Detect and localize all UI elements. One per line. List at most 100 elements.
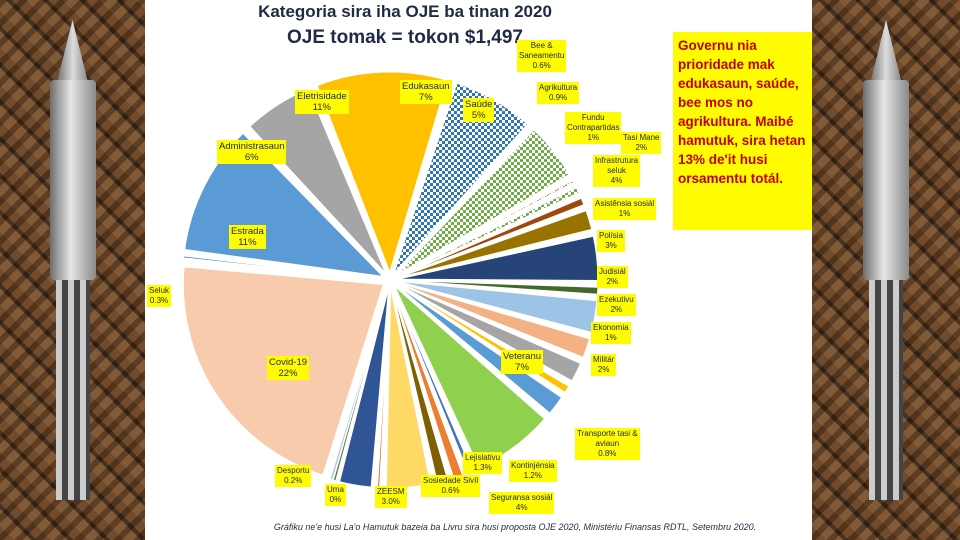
slice-label-name: Sosiedade Sivíl — [423, 476, 479, 485]
pie-slice-26 — [249, 88, 387, 274]
slice-label-9: Polísia 3% — [597, 230, 626, 252]
slice-label-11: Ezekutivu 2% — [597, 294, 636, 316]
slice-label-1: Edukasaun 7% — [400, 80, 452, 104]
slice-label-name: Ekonomia — [593, 323, 629, 332]
slice-label-21: Uma 0% — [325, 484, 346, 506]
slice-label-name: Bee & Saneamentu — [519, 41, 565, 60]
slice-label-value: 5% — [471, 110, 486, 121]
pie-slice-22 — [329, 287, 389, 481]
slice-label-value: 7% — [418, 92, 433, 103]
slice-label-value: 7% — [515, 362, 529, 373]
slice-label-name: Tasi Mane — [623, 133, 660, 142]
slice-label-value: 4% — [610, 176, 623, 185]
slice-label-12: Ekonomia 1% — [591, 322, 631, 344]
carved-pillar-left — [49, 20, 96, 520]
slice-label-name: Asistênsia sosiál — [595, 199, 655, 208]
pie-slice-0 — [316, 71, 448, 274]
pie-slice-4 — [396, 186, 580, 277]
slice-label-value: 0.3% — [149, 296, 169, 305]
slice-label-2: Saúde 5% — [463, 98, 495, 122]
slice-label-name: Ezekutivu — [599, 295, 634, 304]
slice-label-name: Veteranu — [503, 351, 542, 362]
slice-label-name: Uma — [327, 485, 344, 494]
slice-label-19: Sosiedade Sivíl 0.6% — [421, 475, 481, 497]
slice-label-value: 0.6% — [441, 486, 460, 495]
pie-slice-3 — [396, 179, 575, 277]
slice-label-value: 3% — [605, 241, 617, 250]
slice-label-name: Judisiál — [599, 267, 626, 276]
pie-chart — [182, 71, 599, 489]
slice-label-value: 1.2% — [523, 471, 542, 480]
slice-label-name: Infrastrutura seluk — [595, 156, 639, 175]
slice-label-name: Lejislativu — [465, 453, 501, 462]
slice-label-4: Agrikultura 0.9% — [537, 82, 580, 104]
pie-slice-10 — [397, 282, 591, 358]
slice-label-value: 6% — [244, 152, 259, 163]
slice-label-23: Covid-19 22% — [267, 356, 310, 380]
slice-label-26: Administrasaun 6% — [217, 140, 287, 164]
slice-label-value: 2% — [606, 277, 619, 286]
slice-label-value: 2% — [610, 305, 623, 314]
pie-slice-13 — [396, 284, 563, 414]
slice-label-name: Administrasaun — [219, 141, 285, 152]
slice-label-value: 3.0% — [381, 497, 400, 506]
slice-label-name: Fundu Contrapartidas — [567, 113, 620, 132]
decorative-left-panel — [0, 0, 145, 540]
slice-label-name: Saúde — [465, 99, 493, 110]
pie-slice-24 — [182, 255, 383, 280]
carved-pillar-right — [863, 20, 909, 520]
slice-label-value: 0.8% — [598, 449, 617, 458]
slice-label-name: Seluk — [149, 286, 170, 295]
slice-label-name: ZEESM — [377, 487, 405, 496]
slice-label-name: Seguransa sosiál — [491, 493, 553, 502]
chart-subtitle: OJE tomak = tokon $1,497 — [286, 27, 523, 48]
priority-note: Governu nia prioridade mak edukasaun, sa… — [673, 32, 812, 230]
pie-slice-20 — [338, 287, 390, 488]
slice-label-name: Agrikultura — [539, 83, 578, 92]
source-caption: Gráfiku ne'e husi La'o Hamutuk bazeia ba… — [273, 522, 757, 532]
decorative-right-panel — [812, 0, 960, 540]
slice-label-value: 11% — [312, 102, 331, 113]
slice-label-15: Transporte tasi & aviaun 0.8% — [575, 428, 640, 460]
slice-label-name: Edukasaun — [402, 81, 450, 92]
pie-slice-2 — [395, 129, 570, 276]
slice-label-7: Infrastrutura seluk 4% — [593, 155, 641, 187]
slice-label-6: Tasi Mane 2% — [621, 132, 662, 154]
slice-label-3: Bee & Saneamentu 0.6% — [517, 40, 567, 72]
slice-label-18: Seguransa sosiál 4% — [489, 492, 555, 514]
slice-label-value: 11% — [238, 237, 257, 248]
pie-slice-6 — [397, 210, 593, 279]
slice-label-value: 1% — [587, 133, 600, 142]
slice-label-name: Eletrisidade — [297, 91, 347, 102]
slice-label-16: Kontinjénsia 1.2% — [509, 460, 557, 482]
slice-label-value: 0% — [329, 495, 342, 504]
slice-label-name: Militár — [593, 355, 615, 364]
slice-label-0: Eletrisidade 11% — [295, 90, 349, 114]
slice-label-value: 22% — [278, 368, 298, 379]
slice-label-name: Desportu — [277, 466, 310, 475]
slice-label-name: Covid-19 — [269, 357, 308, 368]
slice-label-name: Polísia — [599, 231, 624, 240]
slice-label-value: 2% — [597, 365, 610, 374]
slice-label-value: 0.6% — [532, 61, 551, 70]
slice-label-20: ZEESM 3.0% — [375, 486, 407, 508]
slice-label-name: Transporte tasi & aviaun — [577, 429, 638, 448]
slice-label-5: Fundu Contrapartidas 1% — [565, 112, 622, 144]
slice-label-22: Desportu 0.2% — [275, 465, 312, 487]
slice-label-name: Kontinjénsia — [511, 461, 555, 470]
slice-label-value: 1.3% — [473, 463, 492, 472]
chart-title: Kategoria sira iha OJE ba tinan 2020 — [258, 2, 552, 21]
pie-slice-5 — [397, 197, 585, 278]
slice-label-8: Asistênsia sosiál 1% — [593, 198, 657, 220]
slice-label-10: Judisiál 2% — [597, 266, 628, 288]
slide: Kategoria sira iha OJE ba tinan 2020 OJE… — [145, 0, 812, 540]
slice-label-17: Lejislativu 1.3% — [463, 452, 503, 474]
slice-label-value: 4% — [515, 503, 528, 512]
slice-label-24: Seluk 0.3% — [147, 285, 172, 307]
slice-label-25: Estrada 11% — [229, 225, 266, 249]
slice-label-value: 1% — [605, 333, 617, 342]
slice-label-13: Militár 2% — [591, 354, 617, 376]
slice-label-14: Veteranu 7% — [501, 350, 544, 374]
slice-label-value: 0.9% — [549, 93, 568, 102]
slice-label-name: Estrada — [231, 226, 264, 237]
